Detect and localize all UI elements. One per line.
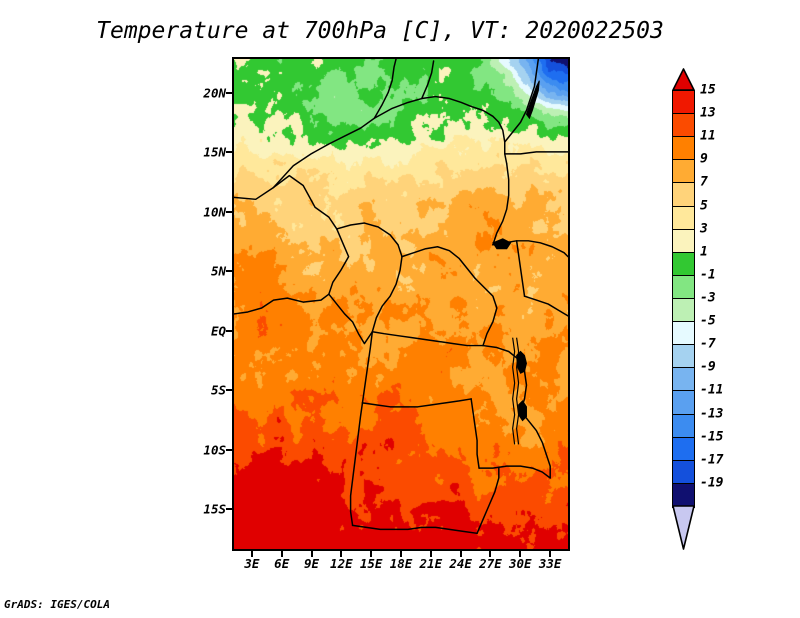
colorbar-tick-label: 3 bbox=[700, 221, 708, 237]
y-axis-tick-label: 10N bbox=[203, 204, 226, 220]
colorbar-segment bbox=[672, 159, 695, 185]
colorbar-tick-label: -7 bbox=[700, 336, 716, 352]
x-axis-tick-label: 6E bbox=[274, 556, 290, 571]
colorbar-tick-label: -13 bbox=[700, 406, 724, 422]
colorbar-segment bbox=[672, 367, 695, 393]
y-axis-tick-mark bbox=[226, 151, 232, 154]
colorbar-tick-label: -11 bbox=[700, 382, 724, 398]
x-axis-tick-mark bbox=[519, 551, 522, 557]
x-axis-tick-label: 21E bbox=[419, 556, 443, 571]
colorbar-tick-label: 9 bbox=[700, 151, 708, 167]
x-axis-tick-label: 9E bbox=[303, 556, 320, 571]
credit-text: GrADS: IGES/COLA bbox=[4, 598, 110, 611]
y-axis-tick-mark bbox=[226, 448, 232, 451]
colorbar-tick-label: 1 bbox=[700, 244, 708, 260]
colorbar-tick-label: -5 bbox=[700, 313, 716, 329]
colorbar-segment bbox=[672, 459, 695, 485]
colorbar-tick-label: 5 bbox=[700, 198, 708, 214]
y-axis-tick-mark bbox=[226, 210, 232, 213]
colorbar-tick-label: 7 bbox=[700, 174, 708, 190]
y-axis-tick-label: 5N bbox=[210, 263, 226, 279]
colorbar-tick-label: -15 bbox=[700, 429, 724, 445]
colorbar-tick-label: -19 bbox=[700, 475, 724, 491]
page-title: Temperature at 700hPa [C], VT: 202002250… bbox=[96, 18, 664, 44]
x-axis-tick-label: 12E bbox=[330, 556, 353, 571]
colorbar-tick-label: -9 bbox=[700, 359, 716, 375]
temperature-field bbox=[234, 59, 568, 549]
colorbar-tick-label: -17 bbox=[700, 452, 724, 468]
y-axis-tick-label: EQ bbox=[210, 323, 226, 339]
colorbar-segment bbox=[672, 321, 695, 346]
map-plot-area bbox=[232, 57, 570, 551]
x-axis-tick-mark bbox=[489, 551, 492, 557]
colorbar-segment bbox=[672, 413, 695, 439]
x-axis-tick-label: 24E bbox=[449, 556, 472, 571]
x-axis-tick-mark bbox=[280, 551, 283, 557]
colorbar-tick-label: -3 bbox=[700, 290, 716, 306]
y-axis-tick-mark bbox=[226, 91, 232, 94]
x-axis-tick-mark bbox=[340, 551, 343, 557]
x-axis-tick-label: 27E bbox=[479, 556, 502, 571]
x-axis-tick-label: 33E bbox=[538, 556, 562, 571]
colorbar-segment bbox=[672, 298, 695, 323]
colorbar-tick-label: 13 bbox=[700, 105, 716, 121]
y-axis-tick-label: 5S bbox=[210, 382, 226, 398]
colorbar-segment bbox=[672, 113, 695, 138]
x-axis-tick-label: 3E bbox=[244, 556, 260, 571]
y-axis-tick-label: 20N bbox=[203, 85, 226, 101]
colorbar-tick-label: -1 bbox=[700, 267, 716, 283]
x-axis-tick-mark bbox=[370, 551, 373, 557]
y-axis-tick-mark bbox=[226, 270, 232, 273]
colorbar-low-cap bbox=[672, 505, 695, 550]
colorbar-tick-label: 15 bbox=[700, 82, 716, 98]
colorbar-segment bbox=[672, 436, 695, 462]
x-axis-tick-mark bbox=[400, 551, 402, 557]
x-axis-tick-mark bbox=[459, 551, 462, 557]
country-borders-overlay bbox=[234, 59, 568, 535]
colorbar-high-cap bbox=[672, 68, 695, 91]
colorbar-segment bbox=[672, 182, 695, 208]
y-axis-tick-label: 10S bbox=[203, 442, 226, 458]
x-axis-tick-label: 30E bbox=[508, 556, 532, 571]
y-axis-tick-label: 15N bbox=[203, 144, 226, 160]
colorbar-segment bbox=[672, 251, 695, 277]
y-axis-tick-mark bbox=[226, 389, 232, 392]
colorbar-segment bbox=[672, 390, 695, 416]
y-axis-tick-mark bbox=[226, 329, 232, 332]
x-axis-tick-label: 18E bbox=[389, 556, 413, 571]
colorbar-segment bbox=[672, 136, 695, 161]
colorbar-segment bbox=[672, 482, 695, 508]
colorbar-segment bbox=[672, 205, 695, 231]
x-axis-tick-mark bbox=[549, 551, 552, 557]
colorbar-segment bbox=[672, 228, 695, 254]
colorbar-segment bbox=[672, 274, 695, 300]
colorbar-segment bbox=[672, 90, 695, 115]
x-axis-tick-label: 15E bbox=[359, 556, 383, 571]
x-axis-tick-mark bbox=[310, 551, 313, 557]
y-axis-tick-label: 15S bbox=[203, 501, 226, 517]
x-axis-tick-mark bbox=[429, 551, 432, 557]
colorbar bbox=[672, 90, 695, 508]
colorbar-segment bbox=[672, 344, 695, 369]
x-axis-tick-mark bbox=[250, 551, 253, 557]
y-axis-tick-mark bbox=[226, 508, 232, 511]
colorbar-tick-label: 11 bbox=[700, 128, 716, 144]
temperature-raster bbox=[234, 59, 568, 549]
